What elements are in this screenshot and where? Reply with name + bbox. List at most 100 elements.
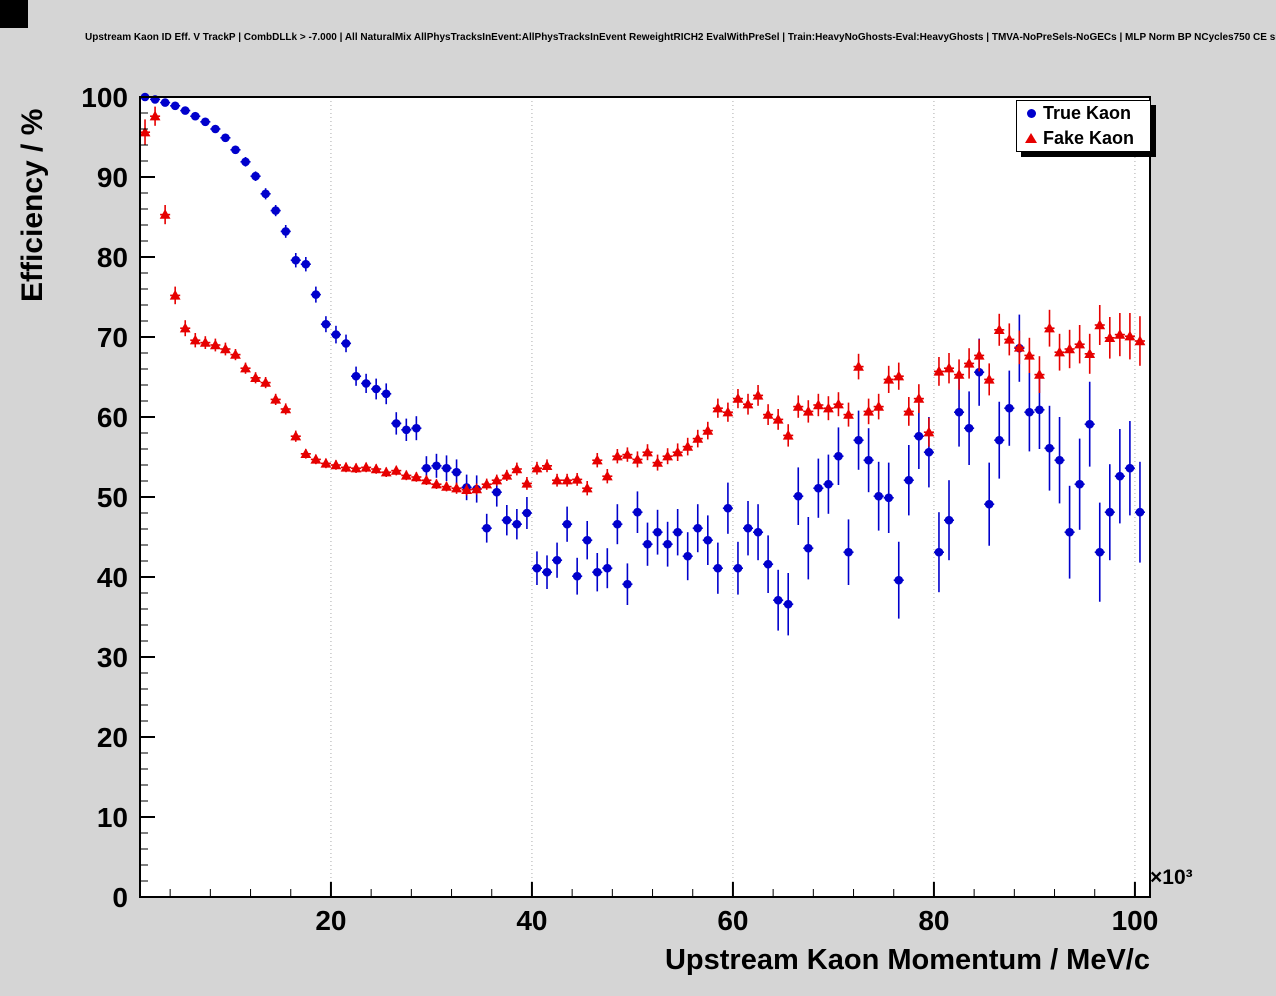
y-tick-labels: 0 10 20 30 40 50 60 70 80 90 100 (81, 82, 128, 913)
data-point-marker (380, 466, 392, 477)
data-point-marker (632, 453, 643, 464)
title-shadow-box (0, 0, 28, 28)
data-point-marker (531, 462, 543, 473)
data-point-marker (542, 567, 552, 577)
data-point-marker (149, 110, 161, 121)
x-tick-label: 100 (1112, 905, 1159, 936)
data-point-marker (551, 474, 563, 485)
data-point-marker (692, 433, 704, 443)
data-point-marker (451, 482, 462, 493)
data-point-marker (461, 484, 473, 494)
legend-label-true-kaon: True Kaon (1043, 103, 1132, 124)
data-point-marker (561, 474, 573, 485)
data-point-marker (622, 449, 633, 459)
data-point-marker (732, 393, 744, 403)
data-point-marker (753, 527, 763, 537)
x-tick-label: 20 (315, 905, 346, 936)
data-point-marker (943, 362, 955, 373)
data-point-marker (231, 145, 240, 155)
data-point-marker (381, 389, 391, 399)
data-point-marker (702, 425, 714, 435)
data-point-marker (341, 339, 351, 348)
data-point-marker (169, 289, 181, 300)
data-point-marker (211, 124, 220, 134)
data-point-marker (1024, 349, 1035, 360)
data-point-marker (360, 461, 372, 472)
data-point-marker (261, 189, 270, 199)
data-point-marker (722, 406, 734, 417)
data-point-marker (159, 209, 171, 219)
data-point-marker (843, 409, 854, 419)
data-point-marker (1124, 330, 1136, 341)
y-tick-label: 90 (97, 162, 128, 193)
data-point-marker (1055, 455, 1064, 465)
data-point-marker (964, 423, 974, 433)
data-point-marker (603, 563, 612, 573)
data-point-marker (402, 425, 411, 435)
data-point-marker (350, 462, 362, 473)
data-point-marker (1105, 507, 1115, 517)
data-point-marker (1074, 338, 1086, 349)
data-point-marker (924, 447, 934, 457)
data-point-marker (410, 471, 422, 482)
data-point-marker (400, 469, 412, 480)
data-point-marker (954, 407, 964, 417)
series-true-kaon (140, 92, 1145, 636)
data-point-marker (1095, 547, 1105, 557)
x-tick-label: 80 (918, 905, 949, 936)
data-point-marker (492, 487, 502, 497)
data-point-marker (220, 343, 231, 354)
data-point-marker (963, 357, 975, 368)
data-point-marker (591, 454, 603, 465)
data-point-marker (983, 373, 995, 384)
data-point-marker (1045, 443, 1054, 453)
data-point-marker (1114, 329, 1126, 339)
data-point-marker (814, 483, 823, 493)
data-point-marker (471, 483, 483, 494)
data-point-marker (301, 259, 311, 269)
data-point-marker (199, 337, 211, 347)
data-point-marker (160, 98, 170, 107)
data-point-marker (532, 563, 542, 573)
data-point-marker (1034, 369, 1045, 379)
data-point-marker (501, 469, 513, 480)
data-point-marker (441, 481, 452, 491)
legend-entry-fake-kaon: Fake Kaon (1017, 126, 1150, 150)
data-point-marker (984, 499, 994, 509)
data-point-marker (320, 457, 332, 468)
fake-kaon-marker-icon (1023, 133, 1039, 144)
data-point-marker (613, 519, 622, 529)
series-fake-kaon (139, 106, 1146, 496)
data-point-marker (1013, 341, 1025, 352)
data-point-marker (773, 595, 783, 605)
data-point-marker (482, 523, 492, 533)
data-point-marker (994, 435, 1004, 445)
data-point-marker (894, 575, 904, 585)
data-point-marker (592, 567, 602, 577)
data-point-marker (601, 470, 613, 481)
data-point-marker (511, 463, 523, 474)
y-tick-label: 80 (97, 242, 128, 273)
data-point-marker (792, 401, 804, 411)
data-point-marker (762, 409, 774, 419)
y-tick-label: 50 (97, 482, 128, 513)
data-point-marker (1094, 319, 1106, 330)
data-point-marker (521, 477, 533, 488)
data-point-marker (783, 599, 793, 609)
y-tick-label: 0 (112, 882, 128, 913)
data-point-marker (291, 255, 301, 265)
data-point-marker (913, 393, 925, 403)
true-kaon-marker-icon (1023, 109, 1039, 119)
data-point-marker (993, 324, 1005, 334)
data-point-marker (974, 367, 984, 377)
data-point-marker (1005, 403, 1014, 413)
data-point-marker (412, 423, 421, 433)
data-point-marker (642, 446, 653, 457)
data-point-marker (179, 322, 191, 333)
data-point-marker (432, 461, 441, 471)
gridlines (330, 97, 1136, 897)
data-point-marker (230, 349, 241, 359)
data-point-marker (331, 330, 341, 339)
data-point-marker (1115, 471, 1125, 481)
